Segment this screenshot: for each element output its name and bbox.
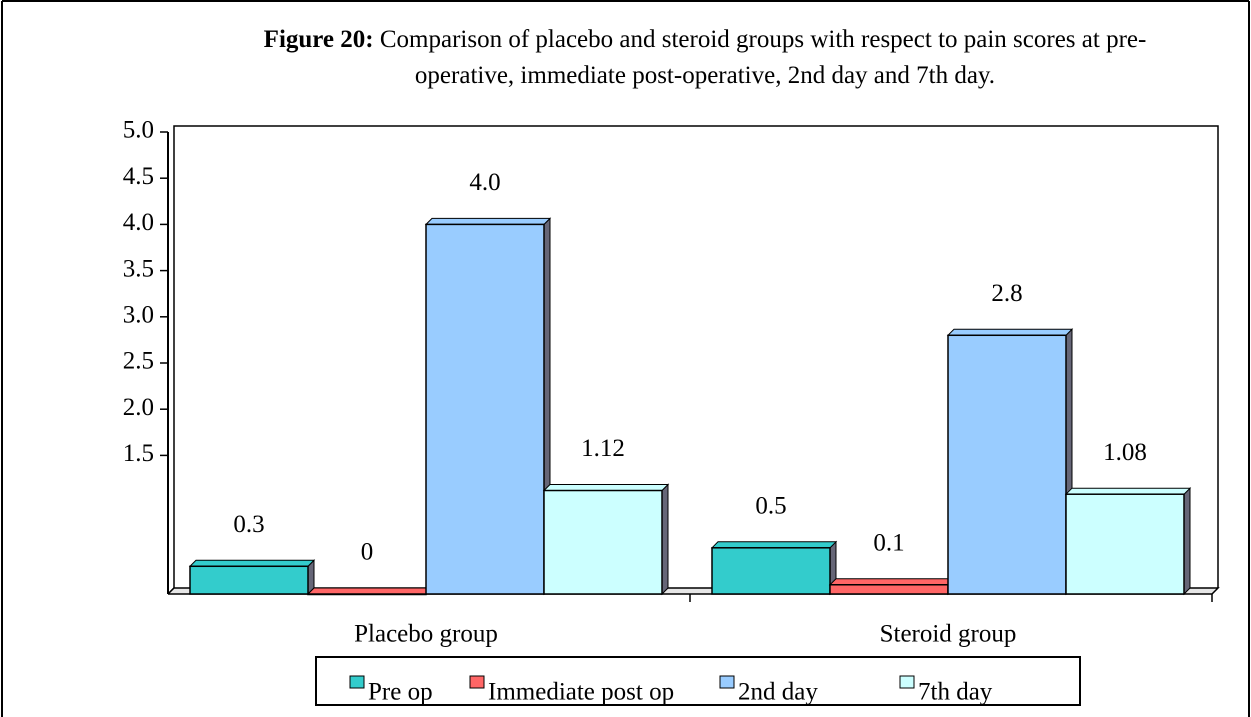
chart-title: Figure 20: Comparison of placebo and ste… bbox=[255, 22, 1155, 94]
data-label: 1.08 bbox=[1103, 439, 1147, 466]
legend-label: 2nd day bbox=[738, 679, 818, 706]
legend-box bbox=[315, 656, 1081, 706]
data-label: 0.5 bbox=[755, 493, 786, 520]
bar-top bbox=[828, 578, 956, 586]
bar bbox=[543, 489, 663, 595]
data-label: 0 bbox=[361, 539, 374, 566]
data-label: 2.8 bbox=[991, 280, 1022, 307]
y-tick-label: 2.0 bbox=[123, 394, 154, 421]
y-tick-label: 2.5 bbox=[123, 348, 154, 375]
y-tick-label: 4.5 bbox=[123, 163, 154, 190]
bar-top bbox=[542, 484, 670, 492]
bar bbox=[425, 223, 545, 595]
bar bbox=[829, 584, 949, 595]
x-tick-label: Placebo group bbox=[354, 621, 498, 648]
data-label: 1.12 bbox=[581, 435, 625, 462]
data-label: 4.0 bbox=[469, 169, 500, 196]
x-tick-label: Steroid group bbox=[880, 621, 1017, 648]
legend-label: Pre op bbox=[368, 679, 433, 706]
data-label: 0.3 bbox=[233, 511, 264, 538]
bar bbox=[307, 593, 427, 596]
bar-top bbox=[946, 328, 1074, 336]
bar bbox=[711, 547, 831, 595]
bar-top bbox=[710, 541, 838, 549]
bar bbox=[1065, 493, 1185, 595]
legend-swatch bbox=[719, 675, 735, 689]
legend-swatch bbox=[349, 675, 365, 689]
legend-swatch bbox=[899, 675, 915, 689]
bar-side bbox=[1183, 487, 1191, 596]
bar-side bbox=[661, 483, 669, 596]
bar-top bbox=[1064, 487, 1192, 495]
legend-label: 7th day bbox=[918, 679, 993, 706]
title-label: Figure 20: bbox=[263, 26, 374, 53]
legend-label: Immediate post op bbox=[488, 679, 674, 706]
bar-top bbox=[306, 587, 434, 595]
y-tick-label: 1.5 bbox=[123, 440, 154, 467]
y-tick-label: 3.5 bbox=[123, 255, 154, 282]
bar-top bbox=[424, 217, 552, 225]
title-text: Comparison of placebo and steroid groups… bbox=[379, 26, 1147, 89]
bar-top bbox=[188, 559, 316, 567]
bar bbox=[189, 565, 309, 595]
y-tick-label: 3.0 bbox=[123, 302, 154, 329]
y-tick-label: 5.0 bbox=[123, 117, 154, 144]
y-tick-label: 4.0 bbox=[123, 209, 154, 236]
data-label: 0.1 bbox=[873, 529, 904, 556]
legend-swatch bbox=[469, 675, 485, 689]
bar bbox=[947, 334, 1067, 595]
